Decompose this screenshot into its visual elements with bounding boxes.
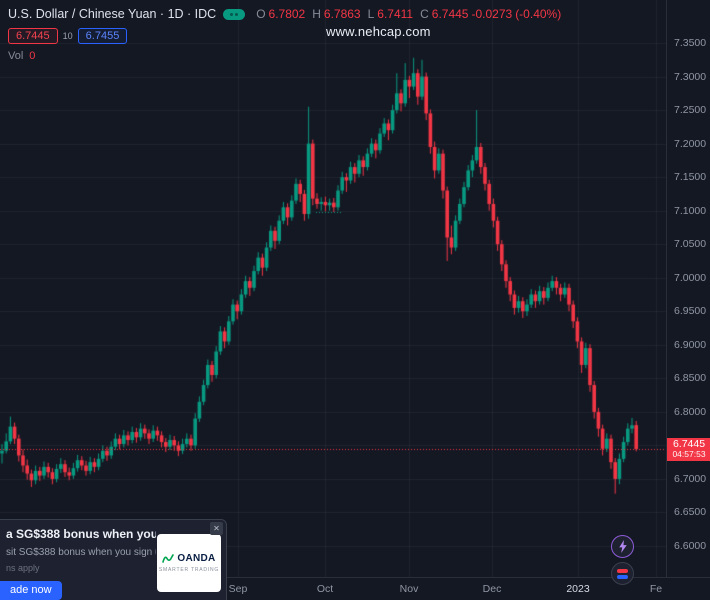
ad-banner: a SG$388 bonus when you sign up. sit SG$… — [0, 519, 227, 600]
price-tick: 7.0500 — [674, 238, 707, 251]
oanda-logo: OANDA — [162, 553, 215, 564]
price-tick: 7.2000 — [674, 137, 707, 150]
status-pill-icon[interactable] — [223, 8, 246, 20]
buy-button[interactable]: 6.7455 — [77, 28, 128, 44]
oanda-brand-text: OANDA — [177, 553, 216, 564]
sell-button[interactable]: 6.7445 — [8, 28, 58, 44]
price-tick: 7.3500 — [674, 37, 707, 49]
promo-button[interactable] — [611, 562, 634, 585]
ohlc-readout: O 6.7802 H 6.7863 L 6.7411 C 6.7445 -0.0273 … — [252, 7, 561, 21]
price-tick: 7.3000 — [674, 70, 707, 83]
price-tick: 6.8000 — [674, 405, 707, 418]
open-label: O — [256, 7, 266, 21]
time-tick: Fe — [649, 583, 663, 595]
watermark-text: www.nehcap.com — [326, 24, 431, 39]
current-price-value: 6.7445 — [672, 438, 706, 451]
price-tick: 7.1000 — [674, 204, 707, 217]
ad-headline: a SG$388 bonus when you sign up. — [6, 527, 156, 541]
price-tick: 6.9500 — [674, 305, 707, 318]
change-value: -0.0273 — [471, 7, 513, 21]
price-tick: 7.2500 — [674, 104, 707, 117]
ad-terms: ns apply — [6, 563, 40, 573]
symbol-title[interactable]: U.S. Dollar / Chinese Yuan · 1D · IDC — [8, 7, 217, 21]
open-value: 6.7802 — [268, 7, 306, 21]
ad-subtext: sit SG$388 bonus when you sign up. — [6, 547, 156, 558]
time-tick: Nov — [399, 583, 419, 595]
volume-value: 0 — [29, 50, 36, 62]
oanda-logo-icon — [162, 554, 175, 563]
price-tick: 6.9000 — [674, 338, 707, 351]
price-tick: 6.8500 — [674, 372, 707, 385]
candlestick-chart-canvas[interactable] — [0, 0, 666, 577]
boost-button[interactable] — [611, 535, 634, 558]
price-axis[interactable]: 6.7445 04:57:53 7.3500 7.3000 7.2500 7.2000… — [666, 0, 710, 577]
ad-cta-button[interactable]: ade now — [0, 581, 62, 600]
bar-countdown: 04:57:53 — [672, 449, 706, 460]
legend-row-quotes: 6.7445 10 6.7455 — [8, 28, 561, 44]
price-tick: 6.7000 — [674, 472, 707, 485]
price-tick: 7.1500 — [674, 171, 707, 184]
promo-blue-bar-icon — [617, 574, 628, 579]
ad-close-icon[interactable]: ✕ — [210, 522, 223, 535]
close-value: 6.7445 — [431, 7, 469, 21]
oanda-tagline: SMARTER TRADING — [158, 567, 220, 573]
volume-label: Vol — [8, 50, 24, 62]
legend-row-volume: Vol 0 — [8, 50, 561, 62]
time-tick: Dec — [482, 583, 502, 595]
high-value: 6.7863 — [323, 7, 361, 21]
price-tick: 6.6000 — [674, 540, 707, 552]
price-tick: 6.6500 — [674, 506, 707, 519]
current-price-label: 6.7445 04:57:53 — [667, 438, 710, 462]
change-percent: (-0.40%) — [515, 7, 562, 21]
time-tick: 2023 — [566, 583, 590, 595]
price-tick: 7.0000 — [674, 271, 707, 284]
time-tick: Oct — [316, 583, 334, 595]
oanda-logo-card[interactable]: OANDA SMARTER TRADING — [157, 534, 221, 592]
promo-red-bar-icon — [617, 568, 628, 573]
low-value: 6.7411 — [377, 7, 414, 21]
time-tick: Sep — [228, 583, 248, 595]
lightning-icon — [618, 540, 627, 553]
high-label: H — [312, 7, 321, 21]
spread-value: 10 — [62, 31, 73, 41]
close-label: C — [420, 7, 429, 21]
low-label: L — [367, 7, 375, 21]
